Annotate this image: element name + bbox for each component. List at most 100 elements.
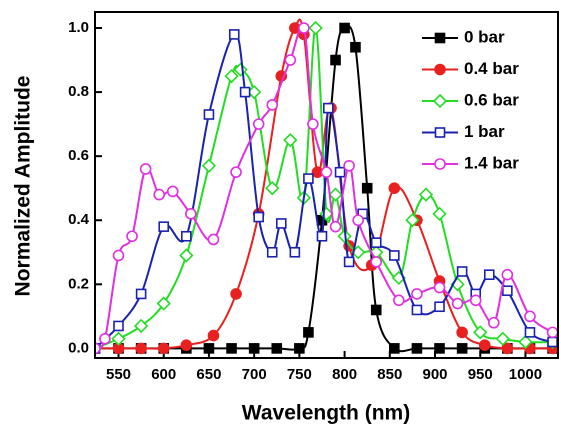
marker (370, 256, 383, 268)
y-tick-label: 0.8 (68, 83, 89, 100)
y-tick-label: 1.0 (68, 19, 89, 36)
marker (330, 54, 341, 66)
marker (434, 343, 445, 354)
legend-text: 1.4 bar (464, 153, 519, 172)
marker (228, 29, 240, 40)
marker (303, 173, 314, 184)
marker (361, 182, 373, 194)
marker (111, 331, 126, 346)
marker (343, 159, 355, 172)
marker (139, 163, 152, 175)
marker (393, 294, 405, 307)
marker (166, 185, 179, 198)
marker (329, 220, 342, 233)
marker (233, 62, 248, 77)
marker (303, 327, 314, 338)
marker (252, 118, 265, 130)
marker (316, 230, 328, 242)
marker (388, 182, 401, 195)
legend-marker (432, 93, 448, 109)
x-tick-label: 750 (287, 366, 312, 383)
marker (294, 343, 305, 354)
marker (432, 206, 447, 221)
marker (546, 326, 558, 339)
marker (418, 187, 434, 202)
marker (478, 339, 491, 351)
legend-text: 0.4 bar (464, 59, 519, 78)
y-tick-label: 0.4 (68, 211, 90, 228)
marker (339, 22, 350, 34)
marker (126, 230, 138, 243)
legend-marker (434, 127, 446, 138)
legend-text: 1 bar (464, 122, 505, 141)
series-line (95, 27, 553, 350)
legend-text: 0 bar (464, 27, 505, 46)
marker (284, 54, 297, 66)
x-tick-label: 800 (332, 366, 357, 383)
marker (201, 158, 217, 173)
marker (547, 336, 558, 348)
x-tick-label: 550 (106, 366, 131, 383)
marker (266, 246, 278, 258)
marker (411, 288, 423, 300)
marker (469, 294, 482, 307)
marker (411, 343, 423, 354)
marker (99, 332, 111, 345)
marker (456, 343, 468, 354)
marker (433, 281, 446, 294)
marker (328, 187, 343, 202)
marker (350, 41, 361, 53)
marker (473, 325, 488, 340)
marker (153, 188, 166, 201)
marker (352, 214, 364, 227)
marker (307, 118, 319, 130)
y-axis-label: Normalized Amplitude (12, 76, 35, 297)
marker (501, 268, 514, 281)
marker (524, 327, 536, 338)
marker (135, 342, 147, 355)
marker (334, 166, 346, 178)
marker (289, 246, 301, 258)
marker (502, 285, 513, 297)
marker (230, 288, 242, 300)
marker (343, 256, 355, 268)
marker (112, 249, 125, 262)
x-tick-label: 650 (196, 366, 221, 383)
marker (207, 233, 220, 246)
marker (203, 109, 215, 120)
marker (113, 320, 124, 332)
marker (370, 304, 382, 316)
legend-marker (434, 32, 446, 44)
marker (389, 343, 400, 354)
legend-text: 0.6 bar (464, 90, 519, 109)
marker (239, 86, 251, 98)
legend-marker (434, 63, 446, 76)
marker (456, 326, 468, 339)
marker (456, 266, 468, 277)
marker (487, 316, 500, 329)
marker (323, 102, 334, 114)
marker (185, 208, 197, 220)
marker (411, 304, 423, 316)
x-tick-label: 850 (377, 366, 402, 383)
y-tick-label: 0.0 (68, 339, 89, 356)
marker (266, 99, 279, 111)
marker (157, 342, 170, 355)
marker (180, 339, 193, 351)
marker (451, 297, 464, 310)
marker (370, 237, 382, 248)
marker (308, 20, 323, 36)
marker (320, 166, 333, 178)
x-tick-label: 600 (151, 366, 176, 383)
y-tick-label: 0.6 (68, 147, 89, 164)
x-tick-label: 700 (242, 366, 267, 383)
marker (518, 334, 533, 350)
marker (95, 342, 101, 355)
marker (265, 181, 280, 196)
marker (156, 296, 171, 311)
plot-area (95, 18, 558, 356)
marker (179, 248, 194, 263)
marker (524, 310, 536, 323)
marker (158, 221, 170, 232)
marker (283, 133, 298, 148)
